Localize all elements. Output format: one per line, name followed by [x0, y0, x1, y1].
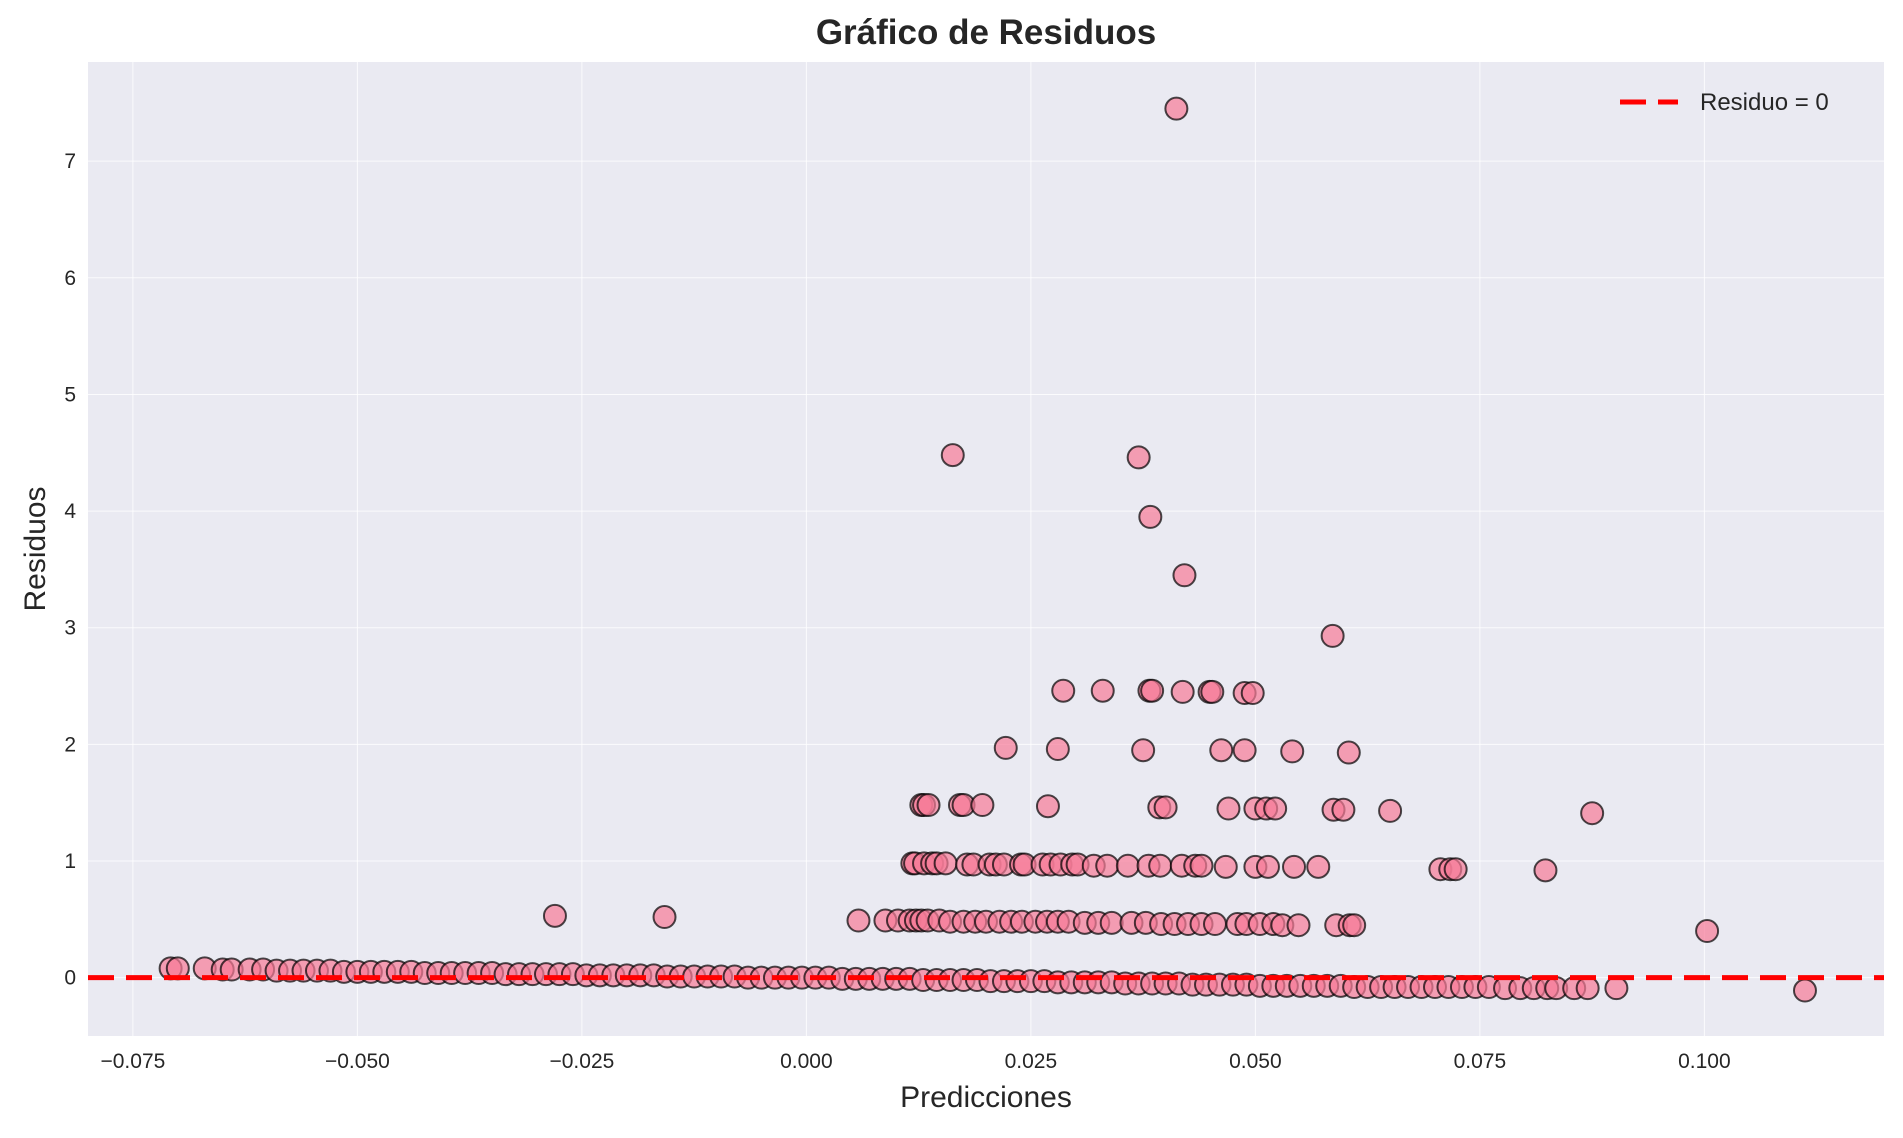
- scatter-point: [1604, 976, 1629, 1001]
- x-tick-label: 0.050: [1229, 1050, 1282, 1073]
- scatter-point: [1443, 857, 1468, 882]
- scatter-point: [1170, 679, 1195, 704]
- scatter-point: [1792, 978, 1817, 1003]
- x-tick-label: 0.025: [1005, 1050, 1058, 1073]
- scatter-point: [1035, 794, 1060, 819]
- scatter-point: [1200, 679, 1225, 704]
- scatter-point: [1209, 738, 1234, 763]
- scatter-point: [933, 851, 958, 876]
- scatter-point: [1172, 563, 1197, 588]
- scatter-point: [652, 905, 677, 930]
- scatter-point: [970, 793, 995, 818]
- legend: Residuo = 0: [1620, 89, 1829, 116]
- scatter-point: [1148, 853, 1173, 878]
- scatter-point: [1213, 854, 1238, 879]
- x-tick-label: −0.025: [549, 1050, 614, 1073]
- y-tick-label: 0: [64, 967, 76, 990]
- scatter-point: [1336, 740, 1361, 765]
- scatter-point: [1051, 678, 1076, 703]
- y-axis-label: Residuos: [19, 486, 52, 611]
- x-tick-label: 0.100: [1678, 1050, 1731, 1073]
- x-axis-ticks: −0.075 −0.050 −0.025 0.000 0.025 0.050 0.075 0.…: [100, 1050, 1730, 1073]
- scatter-point: [1331, 797, 1356, 822]
- scatter-point: [1240, 681, 1265, 706]
- scatter-point: [846, 908, 871, 933]
- x-tick-label: −0.050: [325, 1050, 390, 1073]
- y-tick-label: 3: [64, 617, 76, 640]
- x-axis-label: Predicciones: [900, 1081, 1072, 1114]
- scatter-point: [1320, 623, 1345, 648]
- scatter-point: [1533, 858, 1558, 883]
- scatter-points: [158, 96, 1817, 1003]
- scatter-point: [1131, 738, 1156, 763]
- scatter-point: [1202, 912, 1227, 937]
- chart-title: Gráfico de Residuos: [816, 13, 1156, 52]
- scatter-point: [1286, 913, 1311, 938]
- scatter-point: [1282, 854, 1307, 879]
- scatter-point: [1138, 504, 1163, 529]
- scatter-point: [1580, 801, 1605, 826]
- scatter-point: [1378, 798, 1403, 823]
- scatter-point: [993, 735, 1018, 760]
- scatter-point: [1090, 678, 1115, 703]
- scatter-point: [1140, 678, 1165, 703]
- scatter-point: [1575, 976, 1600, 1001]
- scatter-point: [1306, 854, 1331, 879]
- scatter-point: [1255, 854, 1280, 879]
- scatter-point: [1164, 96, 1189, 121]
- scatter-point: [1280, 739, 1305, 764]
- y-tick-label: 1: [64, 850, 76, 873]
- y-tick-label: 2: [64, 733, 76, 756]
- scatter-point: [1263, 796, 1288, 821]
- scatter-point: [1099, 910, 1124, 935]
- y-tick-label: 6: [64, 267, 76, 290]
- y-axis-ticks: 0 1 2 3 4 5 6 7: [64, 150, 76, 990]
- legend-label: Residuo = 0: [1700, 89, 1829, 116]
- scatter-point: [916, 793, 941, 818]
- scatter-point: [1232, 738, 1257, 763]
- scatter-point: [1115, 853, 1140, 878]
- scatter-point: [1342, 913, 1367, 938]
- scatter-point: [1153, 795, 1178, 820]
- scatter-point: [542, 903, 567, 928]
- x-tick-label: −0.075: [100, 1050, 165, 1073]
- scatter-point: [1189, 853, 1214, 878]
- scatter-point: [1095, 853, 1120, 878]
- scatter-point: [1126, 445, 1151, 470]
- scatter-point: [1695, 919, 1720, 944]
- x-tick-label: 0.075: [1454, 1050, 1507, 1073]
- scatter-point: [1216, 796, 1241, 821]
- scatter-point: [1045, 737, 1070, 762]
- y-tick-label: 4: [64, 500, 76, 523]
- y-tick-label: 7: [64, 150, 76, 173]
- x-tick-label: 0.000: [780, 1050, 833, 1073]
- scatter-point: [940, 443, 965, 468]
- y-tick-label: 5: [64, 383, 76, 406]
